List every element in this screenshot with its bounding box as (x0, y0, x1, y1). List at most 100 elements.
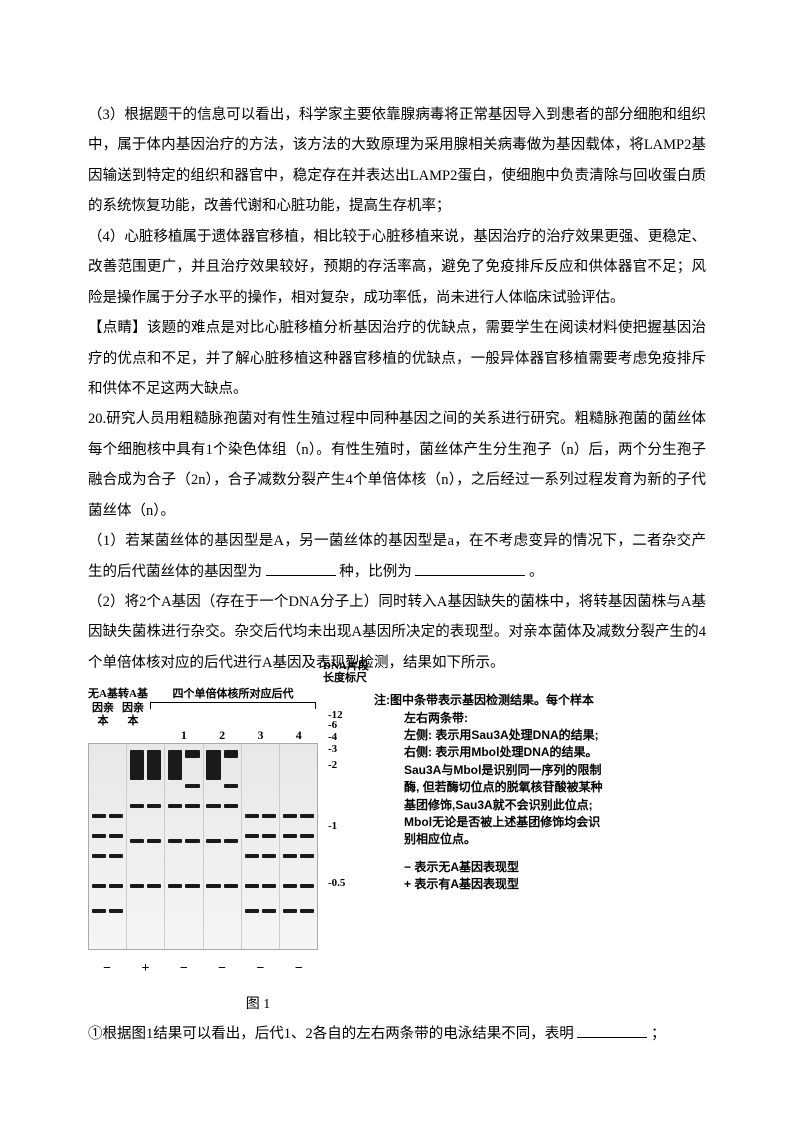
gel-band (262, 854, 276, 858)
gel-band (109, 884, 123, 888)
paragraph-4: （4）心脏移植属于遗体器官移植，相比较于心脏移植来说，基因治疗的治疗效果更强、更… (88, 222, 706, 313)
paragraph-hint: 【点睛】该题的难点是对比心脏移植分析基因治疗的优缺点，需要学生在阅读材料使把握基… (88, 313, 706, 404)
blank-3[interactable] (577, 1021, 647, 1038)
gel-band (224, 839, 238, 843)
gel-band (92, 834, 106, 838)
gel-band (109, 834, 123, 838)
legend-line: + 表示有A基因表现型 (374, 876, 706, 893)
phenotype-symbol: − (88, 954, 126, 983)
gel-band (147, 750, 161, 780)
gel-band (147, 839, 161, 843)
gel-band (206, 884, 220, 888)
question-20-2-sub1: ①根据图1结果可以看出，后代1、2各自的左右两条带的电泳结果不同，表明 ； (88, 1019, 706, 1049)
gel-band (130, 884, 144, 888)
gel-band (92, 814, 106, 818)
gel-image (88, 743, 318, 950)
header-col-b: 转A基因亲本 (118, 688, 148, 728)
gel-band (245, 884, 259, 888)
legend-line: 注:图中条带表示基因检测结果。每个样本 (374, 692, 706, 709)
gel-band (130, 750, 144, 780)
gel-band (283, 814, 297, 818)
blank-1[interactable] (266, 559, 336, 576)
gel-band (147, 884, 161, 888)
gel-lane (280, 744, 317, 949)
gel-header: 无A基因亲本 转A基因亲本 四个单倍体核所对应后代 (88, 688, 318, 728)
gel-band (224, 884, 238, 888)
q20-1-text-b: 种，比例为 (339, 564, 412, 580)
gel-band (224, 804, 238, 808)
q20-1-text-c: 。 (529, 564, 544, 580)
gel-band (92, 884, 106, 888)
gel-band (168, 750, 182, 780)
lane-number (126, 728, 164, 744)
legend-line: 酶, 但若酶切位点的脱氧核苷酸被某种 (374, 779, 706, 796)
gel-lane (89, 744, 127, 949)
blank-2[interactable] (415, 559, 525, 576)
header-col-a: 无A基因亲本 (88, 688, 118, 728)
gel-band (245, 909, 259, 913)
legend-line: 右侧: 表示用MboⅠ处理DNA的结果。 (374, 744, 706, 761)
gel-band (300, 884, 314, 888)
legend-line: 基团修饰,Sau3A就不会识别此位点; (374, 797, 706, 814)
gel-band (206, 804, 220, 808)
q20-2-1-text-a: ①根据图1结果可以看出，后代1、2各自的左右两条带的电泳结果不同，表明 (88, 1026, 574, 1042)
phenotype-row: −+−−−− (88, 954, 318, 983)
gel-band (168, 804, 182, 808)
phenotype-symbol: − (203, 954, 241, 983)
scale-tick: -0.5 (328, 878, 345, 889)
scale-tick: -4 (328, 732, 337, 743)
gel-band (224, 750, 238, 758)
gel-band (300, 909, 314, 913)
legend-line: 左右两条带: (374, 710, 706, 727)
lane-numbers: 1234 (88, 728, 318, 744)
gel-band (109, 854, 123, 858)
scale-title: DNA片段长度标尺 (323, 660, 373, 684)
gel-band (168, 839, 182, 843)
gel-band (300, 834, 314, 838)
phenotype-symbol: − (241, 954, 279, 983)
gel-band (185, 750, 199, 758)
gel-band (130, 839, 144, 843)
gel-band (300, 854, 314, 858)
scale-tick: -3 (328, 744, 337, 755)
header-col-c: 四个单倍体核所对应后代 (148, 688, 318, 728)
legend-column: 注:图中条带表示基因检测结果。每个样本 左右两条带: 左侧: 表示用Sau3A处… (374, 688, 706, 893)
figure-1: 无A基因亲本 转A基因亲本 四个单倍体核所对应后代 1234 −+−−−− DN… (88, 688, 706, 984)
gel-band (92, 854, 106, 858)
lane-number: 4 (280, 728, 318, 744)
gel-band (262, 834, 276, 838)
legend-line: − 表示无A基因表现型 (374, 859, 706, 876)
lane-number: 3 (241, 728, 279, 744)
gel-lane (165, 744, 203, 949)
q20-2-1-text-b: ； (651, 1026, 666, 1042)
gel-band (130, 804, 144, 808)
figure-caption: 图 1 (88, 990, 428, 1019)
lane-number: 1 (165, 728, 203, 744)
gel-band (92, 909, 106, 913)
gel-band (262, 884, 276, 888)
scale-tick: -1 (328, 821, 337, 832)
gel-band (245, 814, 259, 818)
gel-lane (242, 744, 280, 949)
legend-line: MboⅠ无论是否被上述基团修饰均会识 (374, 814, 706, 831)
lane-number: 2 (203, 728, 241, 744)
gel-band (147, 804, 161, 808)
phenotype-symbol: − (280, 954, 318, 983)
phenotype-symbol: − (165, 954, 203, 983)
gel-lane (127, 744, 165, 949)
phenotype-symbol: + (126, 954, 164, 983)
question-20-2: （2）将2个A基因（存在于一个DNA分子上）同时转入A基因缺失的菌株中，将转基因… (88, 587, 706, 678)
gel-band (262, 909, 276, 913)
question-20-stem: 20.研究人员用粗糙脉孢菌对有性生殖过程中同种基因之间的关系进行研究。粗糙脉孢菌… (88, 404, 706, 526)
gel-band (262, 814, 276, 818)
gel-band (168, 884, 182, 888)
paragraph-3: （3）根据题干的信息可以看出，科学家主要依靠腺病毒将正常基因导入到患者的部分细胞… (88, 100, 706, 222)
gel-band (300, 814, 314, 818)
scale-column: DNA片段长度标尺 -12-6-4-3-2-1-0.5 (328, 688, 364, 928)
gel-band (283, 884, 297, 888)
legend-line: Sau3A与MboⅠ是识别同一序列的限制 (374, 762, 706, 779)
question-20-1: （1）若某菌丝体的基因型是A，另一菌丝体的基因型是a，在不考虑变异的情况下，二者… (88, 526, 706, 587)
scale-tick: -2 (328, 760, 337, 771)
gel-band (283, 834, 297, 838)
gel-band (109, 909, 123, 913)
